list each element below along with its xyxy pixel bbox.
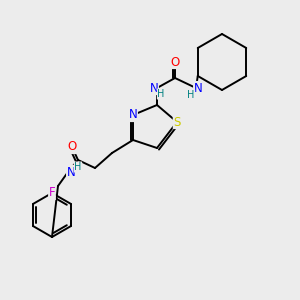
Text: N: N [194, 82, 202, 94]
Text: N: N [129, 109, 137, 122]
Text: H: H [157, 89, 165, 99]
Text: O: O [170, 56, 180, 68]
Text: H: H [187, 90, 195, 100]
Text: S: S [173, 116, 181, 128]
Text: H: H [74, 162, 82, 172]
Text: F: F [49, 187, 55, 200]
Text: N: N [150, 82, 158, 94]
Text: O: O [68, 140, 76, 154]
Text: N: N [67, 166, 75, 178]
